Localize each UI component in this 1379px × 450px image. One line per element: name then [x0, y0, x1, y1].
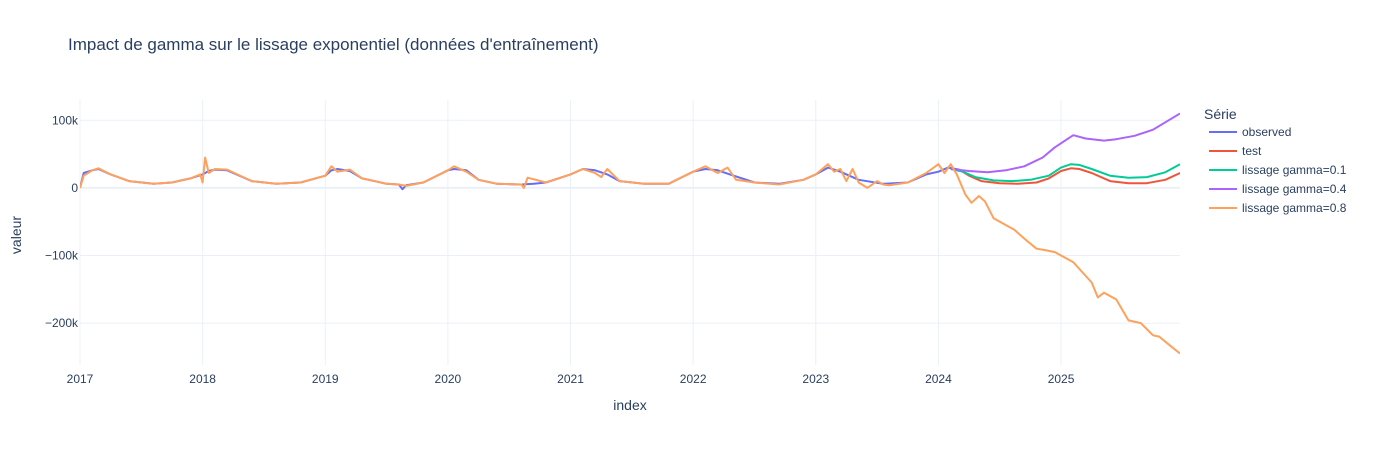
- x-tick-label: 2020: [435, 372, 462, 386]
- y-axis-title: valeur: [8, 216, 24, 254]
- legend-entry-label: lissage gamma=0.1: [1242, 163, 1347, 177]
- legend-entry-label: observed: [1242, 125, 1291, 139]
- plot-area: [80, 112, 1180, 355]
- series-line-test: [958, 167, 1180, 185]
- y-tick-label: −100k: [45, 248, 79, 262]
- x-tick-label: 2019: [312, 372, 339, 386]
- series-line-lissage-gamma-0-8: [80, 156, 1180, 355]
- y-tick-label: 0: [71, 181, 78, 195]
- legend-entry-label: test: [1242, 144, 1262, 158]
- y-tick-label: −200k: [45, 316, 79, 330]
- legend: Série observed test lissage gamma=0.1 lissa…: [1204, 106, 1347, 215]
- grid: [79, 100, 1180, 365]
- x-tick-label: 2018: [189, 372, 216, 386]
- axis-ticks: 2017 2018 2019 2020 2021 2022 2023 2024 2025 100k…: [45, 113, 1075, 386]
- legend-entry-label: lissage gamma=0.4: [1242, 182, 1347, 196]
- legend-entry-label: lissage gamma=0.8: [1242, 201, 1347, 215]
- series-line-lissage-gamma-0-1: [950, 163, 1180, 183]
- y-tick-label: 100k: [52, 113, 79, 127]
- x-tick-label: 2023: [802, 372, 829, 386]
- x-tick-label: 2017: [67, 372, 94, 386]
- series-line-lissage-gamma-0-4: [950, 112, 1180, 174]
- x-tick-label: 2021: [557, 372, 584, 386]
- legend-title: Série: [1204, 106, 1237, 122]
- x-axis-title: index: [613, 397, 646, 413]
- x-tick-label: 2024: [925, 372, 952, 386]
- x-tick-label: 2025: [1048, 372, 1075, 386]
- x-tick-label: 2022: [680, 372, 707, 386]
- chart-title: Impact de gamma sur le lissage exponenti…: [68, 35, 599, 54]
